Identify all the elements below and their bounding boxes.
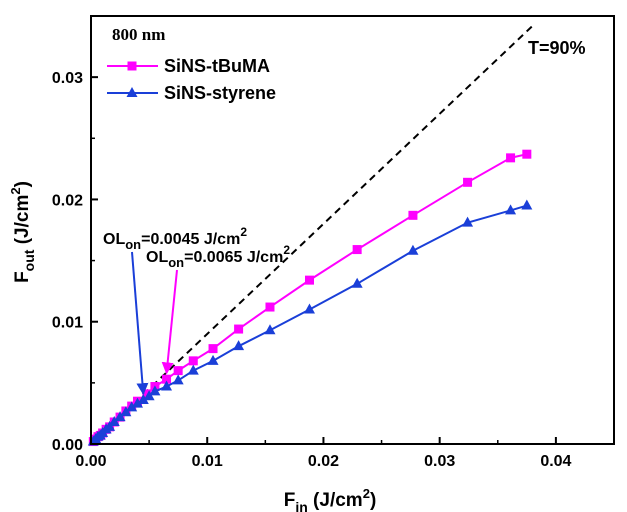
x-axis-title: Fin (J/cm2)	[284, 486, 377, 512]
data-point-tbuma	[304, 275, 314, 285]
data-point-styrene	[505, 204, 517, 215]
x-ticks: 0.00 0.01 0.02 0.03 0.04	[75, 437, 572, 470]
data-point-styrene	[131, 397, 143, 408]
data-point-styrene	[233, 340, 245, 351]
data-point-styrene	[161, 380, 173, 391]
annotation-arrow-blue	[131, 251, 149, 396]
data-point-styrene	[114, 411, 126, 422]
data-point-styrene	[187, 364, 199, 375]
data-point-styrene	[120, 406, 132, 417]
data-point-styrene	[108, 415, 120, 426]
data-point-styrene	[143, 390, 155, 401]
x-tick-label: 0.03	[424, 453, 455, 470]
legend-item-styrene: SiNS-styrene	[107, 83, 276, 103]
y-tick-label: 0.00	[52, 437, 83, 454]
plot-frame	[90, 15, 615, 445]
data-point-tbuma	[522, 149, 532, 159]
data-point-tbuma	[408, 210, 418, 220]
legend-marker-tbuma	[127, 61, 137, 71]
data-point-styrene	[462, 216, 474, 227]
annotation-ol-blue: OLon=0.0045 J/cm2	[103, 225, 247, 396]
y-axis-title: Fout (J/cm2)	[8, 181, 37, 283]
data-point-styrene	[126, 401, 138, 412]
x-tick-label: 0.04	[540, 453, 571, 470]
series-line-0	[92, 153, 528, 443]
data-point-tbuma	[265, 302, 275, 312]
y-tick-label: 0.03	[52, 70, 83, 87]
annotation-text-magenta: OLon=0.0065 J/cm2	[146, 243, 290, 270]
legend-item-tbuma: SiNS-tBuMA	[107, 56, 270, 76]
transmittance-label: T=90%	[528, 38, 586, 58]
data-point-tbuma	[463, 177, 473, 187]
legend-label-tbuma: SiNS-tBuMA	[164, 56, 270, 76]
series-layer	[87, 149, 533, 447]
data-point-tbuma	[208, 344, 218, 354]
y-tick-label: 0.01	[52, 315, 83, 332]
data-point-styrene	[172, 374, 184, 385]
annotation-ol-magenta: OLon=0.0065 J/cm2	[146, 243, 290, 375]
data-point-tbuma	[352, 245, 362, 255]
y-tick-label: 0.02	[52, 192, 83, 209]
data-point-tbuma	[162, 374, 172, 384]
data-point-styrene	[303, 303, 315, 314]
data-point-styrene	[407, 244, 419, 255]
data-point-styrene	[264, 324, 276, 335]
data-point-tbuma	[234, 324, 244, 334]
x-tick-label: 0.01	[192, 453, 223, 470]
annotation-arrow-magenta	[161, 269, 178, 375]
data-point-styrene	[521, 199, 533, 210]
data-point-styrene	[137, 393, 149, 404]
data-point-tbuma	[173, 366, 183, 376]
x-tick-label: 0.02	[308, 453, 339, 470]
x-tick-label: 0.00	[75, 453, 106, 470]
data-point-tbuma	[506, 153, 516, 163]
y-ticks: 0.00 0.01 0.02 0.03	[52, 70, 98, 454]
legend-label-styrene: SiNS-styrene	[164, 83, 276, 103]
data-point-styrene	[207, 354, 219, 365]
data-point-styrene	[149, 385, 161, 396]
data-point-styrene	[351, 277, 363, 288]
legend: SiNS-tBuMA SiNS-styrene	[107, 56, 276, 103]
legend-marker-styrene	[126, 87, 138, 97]
annotation-text-blue: OLon=0.0045 J/cm2	[103, 225, 247, 252]
chart-header: 800 nm	[112, 25, 165, 44]
data-point-tbuma	[188, 356, 198, 366]
